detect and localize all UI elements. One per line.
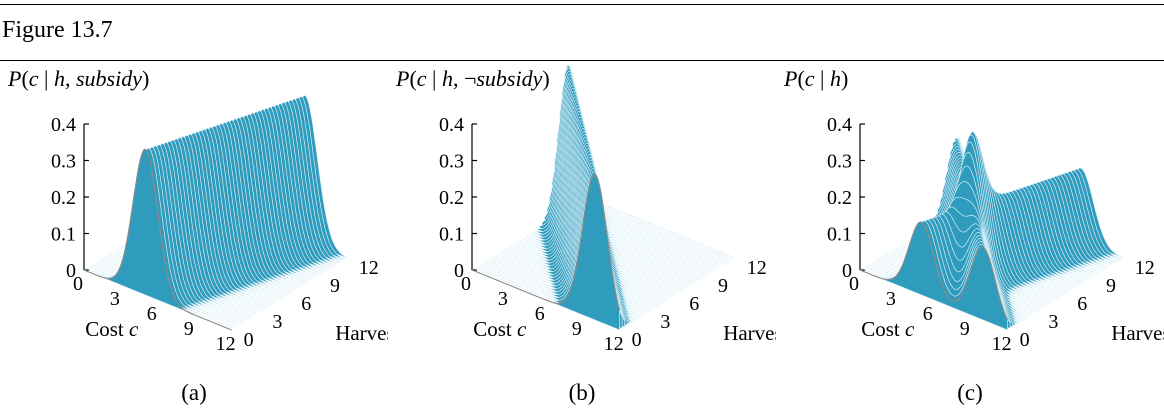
y-tick-label: 9 [330,275,340,297]
chart-title-part: subsidy [476,66,542,91]
chart-title-part: ) [542,66,549,91]
y-tick-label: 6 [1077,293,1087,315]
z-tick-label: 0.4 [439,114,464,136]
x-tick-label: 0 [849,273,859,295]
y-tick-label: 6 [689,293,699,315]
y-tick-label: 12 [747,257,767,279]
top-rule [0,4,1164,5]
y-tick-label: 0 [244,329,254,351]
title-symbol-h: h [54,66,65,91]
y-tick-label: 3 [1048,311,1058,333]
y-tick-label: 12 [359,257,379,279]
y-tick-label: 12 [1135,257,1155,279]
y-tick-label: 3 [660,311,670,333]
z-tick-label: 0.2 [827,187,852,209]
y-tick-label: 3 [272,311,282,333]
z-tick-label: 0.3 [439,151,464,173]
z-tick-label: 0.1 [439,224,464,246]
z-tick-label: 0.2 [439,187,464,209]
x-tick-label: 6 [147,303,157,325]
panel-label: (b) [569,380,596,405]
y-axis-label: Harvest h [335,321,388,345]
z-tick-label: 0 [454,260,464,282]
panel-b: P(c | h, ¬subsidy) 0 0.1 0.2 0.3 0.4 0 3 6 9 12 0 3 6… [388,62,776,415]
chart-title: P(c | h, ¬subsidy) [395,66,550,91]
surface-strip [586,178,735,259]
surface-front-edge [859,221,1009,321]
chart-title-part: P(c | h, ¬ [395,66,476,91]
chart-title: P(c | h) [783,66,848,91]
z-tick-label: 0.1 [827,224,852,246]
z-tick-label: 0.2 [51,187,76,209]
surface-strip [579,133,728,264]
z-tick-label: 0 [66,260,76,282]
z-tick-label: 0.4 [827,114,852,136]
chart-title-part: P(c | h, [7,66,76,91]
y-tick-label: 6 [301,293,311,315]
chart-title-part: P(c | h) [783,66,848,91]
x-tick-label: 6 [535,303,545,325]
z-tick-label: 0.3 [51,151,76,173]
chart-title: P(c | h, subsidy) [7,66,149,91]
surface-front-edge [471,173,621,311]
title-symbol-c: c [805,66,815,91]
z-tick-label: 0.3 [827,151,852,173]
x-axis-label: Cost c [85,317,139,341]
panel-label: (c) [957,380,983,405]
title-symbol-p: P [395,66,409,91]
title-rule [0,60,1164,61]
x-tick-label: 9 [184,318,194,340]
y-tick-label: 0 [1020,329,1030,351]
z-tick-label: 0 [842,260,852,282]
z-tick-label: 0.1 [51,224,76,246]
title-symbol-p: P [7,66,21,91]
x-tick-label: 9 [960,318,970,340]
x-tick-label: 3 [886,288,896,310]
x-tick-label: 6 [923,303,933,325]
x-axis-label: Cost c [473,317,527,341]
x-tick-label: 3 [498,288,508,310]
y-axis-label: Harvest h [1111,321,1164,345]
y-axis-label: Harvest h [723,321,776,345]
panel-label: (a) [181,380,207,405]
title-symbol-c: c [417,66,427,91]
surface-mesh [83,95,348,331]
x-tick-label: 9 [572,318,582,340]
title-symbol-c: c [29,66,39,91]
x-tick-label: 0 [73,273,83,295]
y-tick-label: 0 [632,329,642,351]
x-tick-label: 12 [992,333,1012,355]
y-tick-label: 9 [1106,275,1116,297]
x-tick-label: 0 [461,273,471,295]
title-symbol-h: h [442,66,453,91]
surface-strip [581,152,730,262]
title-symbol-h: h [830,66,841,91]
x-tick-label: 3 [110,288,120,310]
x-tick-label: 12 [604,333,624,355]
chart-title-part: ) [142,66,149,91]
surface-strip [584,167,733,260]
surface-mesh [859,131,1124,331]
figure-title: Figure 13.7 [2,17,113,43]
surface-mesh [471,65,735,331]
surface-front-edge [83,148,232,331]
panel-a: P(c | h, subsidy) 0 0.1 0.2 0.3 0.4 0 3 6 9 12 0 3 6 9… [0,62,388,415]
x-tick-label: 12 [216,333,236,355]
chart-title-part: subsidy [76,66,142,91]
title-symbol-p: P [783,66,797,91]
z-tick-label: 0.4 [51,114,76,136]
y-tick-label: 9 [718,275,728,297]
x-axis-label: Cost c [861,317,915,341]
